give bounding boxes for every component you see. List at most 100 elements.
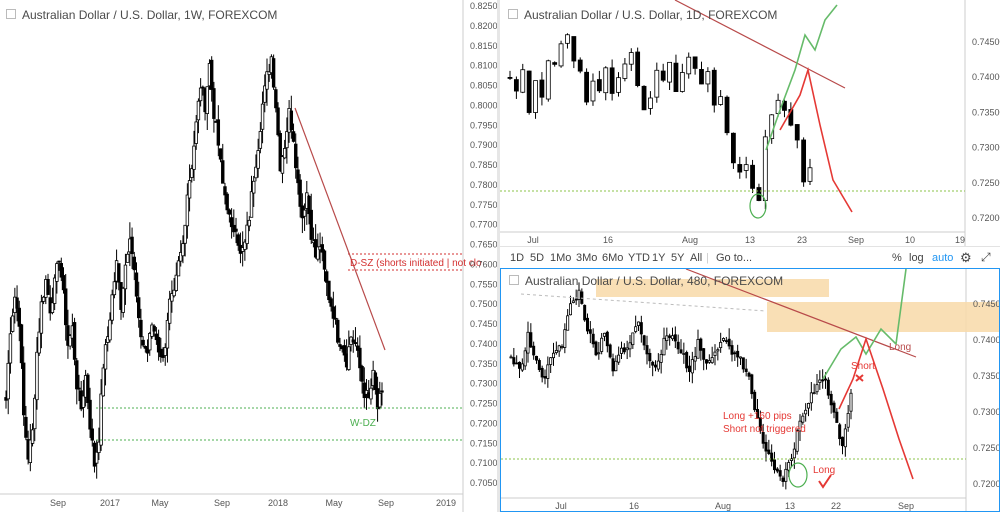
range-6mo[interactable]: 6Mo bbox=[602, 252, 624, 264]
weekly-candle bbox=[139, 319, 143, 338]
h8-candle bbox=[792, 448, 796, 459]
weekly-candle bbox=[227, 209, 232, 215]
weekly-candle bbox=[90, 428, 94, 441]
price-tick-label: 0.7350 bbox=[470, 359, 497, 369]
weekly-candle bbox=[159, 348, 163, 358]
range-1mo[interactable]: 1Mo bbox=[550, 252, 572, 264]
weekly-candle bbox=[316, 246, 320, 260]
range-toolbar: 1D 5D 1Mo 3Mo 6Mo YTD 1Y 5Y All | Go to.… bbox=[500, 246, 1000, 269]
h8-title-text: Australian Dollar / U.S. Dollar, 480, FO… bbox=[525, 274, 784, 288]
h8-candle bbox=[509, 356, 513, 359]
h8-chart-title: Australian Dollar / U.S. Dollar, 480, FO… bbox=[509, 274, 783, 288]
time-tick-label: 2017 bbox=[100, 498, 120, 508]
price-tick-label: 0.7800 bbox=[470, 180, 497, 190]
h8-chart-panel[interactable]: Long Short Long Long +160 pips Short not… bbox=[500, 268, 1000, 512]
weekly-candle bbox=[263, 85, 267, 103]
h8-candle bbox=[838, 424, 842, 440]
h8-candle bbox=[520, 363, 524, 371]
range-ytd[interactable]: YTD bbox=[628, 252, 650, 264]
weekly-candle bbox=[205, 86, 209, 114]
h8-candle bbox=[588, 329, 592, 334]
weekly-candle bbox=[161, 354, 165, 358]
weekly-candle bbox=[187, 180, 192, 199]
weekly-candle bbox=[331, 306, 336, 319]
chart-icon bbox=[508, 9, 518, 19]
pane-splitter[interactable] bbox=[497, 0, 500, 512]
daily-candle bbox=[699, 69, 704, 85]
weekly-candle bbox=[285, 131, 289, 149]
h8-candle bbox=[566, 315, 570, 331]
weekly-candle bbox=[190, 168, 194, 178]
weekly-candle bbox=[86, 374, 90, 403]
h8-candle bbox=[755, 408, 759, 419]
daily-time-scale: Jul 16 Aug 13 23 Sep 10 19 bbox=[527, 235, 965, 245]
h8-candle bbox=[574, 298, 578, 301]
h8-candle bbox=[540, 367, 544, 378]
top-supply-zone bbox=[596, 279, 829, 297]
range-all[interactable]: All bbox=[690, 252, 703, 264]
weekly-candle bbox=[298, 179, 302, 207]
goto-button[interactable]: Go to... bbox=[716, 252, 753, 264]
h8-candle bbox=[577, 289, 581, 300]
h8-chart[interactable]: Long Short Long Long +160 pips Short not… bbox=[501, 269, 999, 511]
expand-icon[interactable]: ⤢ bbox=[981, 250, 991, 264]
h8-candle bbox=[679, 349, 683, 354]
weekly-candle bbox=[282, 148, 287, 159]
gear-icon[interactable]: ⚙ bbox=[960, 250, 972, 265]
weekly-candle bbox=[218, 148, 223, 160]
range-1y[interactable]: 1Y bbox=[652, 252, 666, 264]
daily-candle bbox=[711, 69, 717, 106]
range-3mo[interactable]: 3Mo bbox=[576, 252, 598, 264]
h8-candle bbox=[608, 344, 612, 358]
auto-toggle[interactable]: auto bbox=[932, 252, 954, 264]
weekly-candle bbox=[163, 347, 167, 356]
time-tick-label: Aug bbox=[715, 501, 731, 511]
weekly-candle bbox=[320, 244, 324, 253]
weekly-candle bbox=[108, 319, 112, 341]
h8-red-projection bbox=[838, 336, 914, 480]
h8-candle bbox=[818, 379, 822, 383]
daily-title-text: Australian Dollar / U.S. Dollar, 1D, FOR… bbox=[524, 8, 778, 22]
range-5d[interactable]: 5D bbox=[530, 252, 545, 264]
range-1d[interactable]: 1D bbox=[510, 252, 525, 264]
weekly-candle bbox=[97, 441, 101, 453]
h8-candle bbox=[517, 361, 521, 369]
weekly-time-scale: Sep 2017 May Sep 2018 May Sep 2019 bbox=[50, 498, 456, 508]
h8-candle bbox=[557, 345, 561, 352]
weekly-candle bbox=[309, 209, 313, 240]
h8-candle bbox=[781, 477, 785, 482]
weekly-candle bbox=[6, 362, 10, 400]
price-tick-label: 0.7900 bbox=[470, 140, 497, 150]
weekly-candle bbox=[236, 234, 240, 246]
percent-toggle[interactable]: % bbox=[892, 252, 902, 264]
h8-candle bbox=[832, 402, 836, 413]
h8-candle bbox=[736, 350, 740, 358]
price-tick-label: 0.8250 bbox=[470, 1, 497, 11]
daily-candle bbox=[801, 139, 807, 183]
weekly-chart[interactable]: D-SZ (shorts initiated | not clo W-DZ 0.… bbox=[0, 0, 497, 512]
weekly-candle bbox=[130, 236, 134, 255]
weekly-candle bbox=[276, 107, 280, 136]
weekly-candle bbox=[229, 217, 234, 228]
h8-candle bbox=[571, 300, 575, 303]
range-5y[interactable]: 5Y bbox=[671, 252, 685, 264]
log-toggle[interactable]: log bbox=[909, 252, 924, 264]
h8-candle bbox=[529, 332, 533, 348]
h8-candle bbox=[840, 436, 844, 447]
daily-candle bbox=[565, 34, 570, 44]
weekly-candle bbox=[148, 332, 152, 351]
price-tick-label: 0.7650 bbox=[470, 240, 497, 250]
weekly-trendline bbox=[294, 107, 386, 351]
daily-candle bbox=[520, 69, 526, 93]
weekly-candle bbox=[291, 131, 296, 142]
weekly-candles bbox=[4, 54, 384, 479]
weekly-candle bbox=[302, 209, 307, 217]
h8-candle bbox=[707, 360, 711, 363]
daily-low-circle bbox=[749, 193, 767, 219]
daily-candle bbox=[545, 60, 551, 100]
weekly-chart-panel[interactable]: D-SZ (shorts initiated | not clo W-DZ 0.… bbox=[0, 0, 497, 512]
